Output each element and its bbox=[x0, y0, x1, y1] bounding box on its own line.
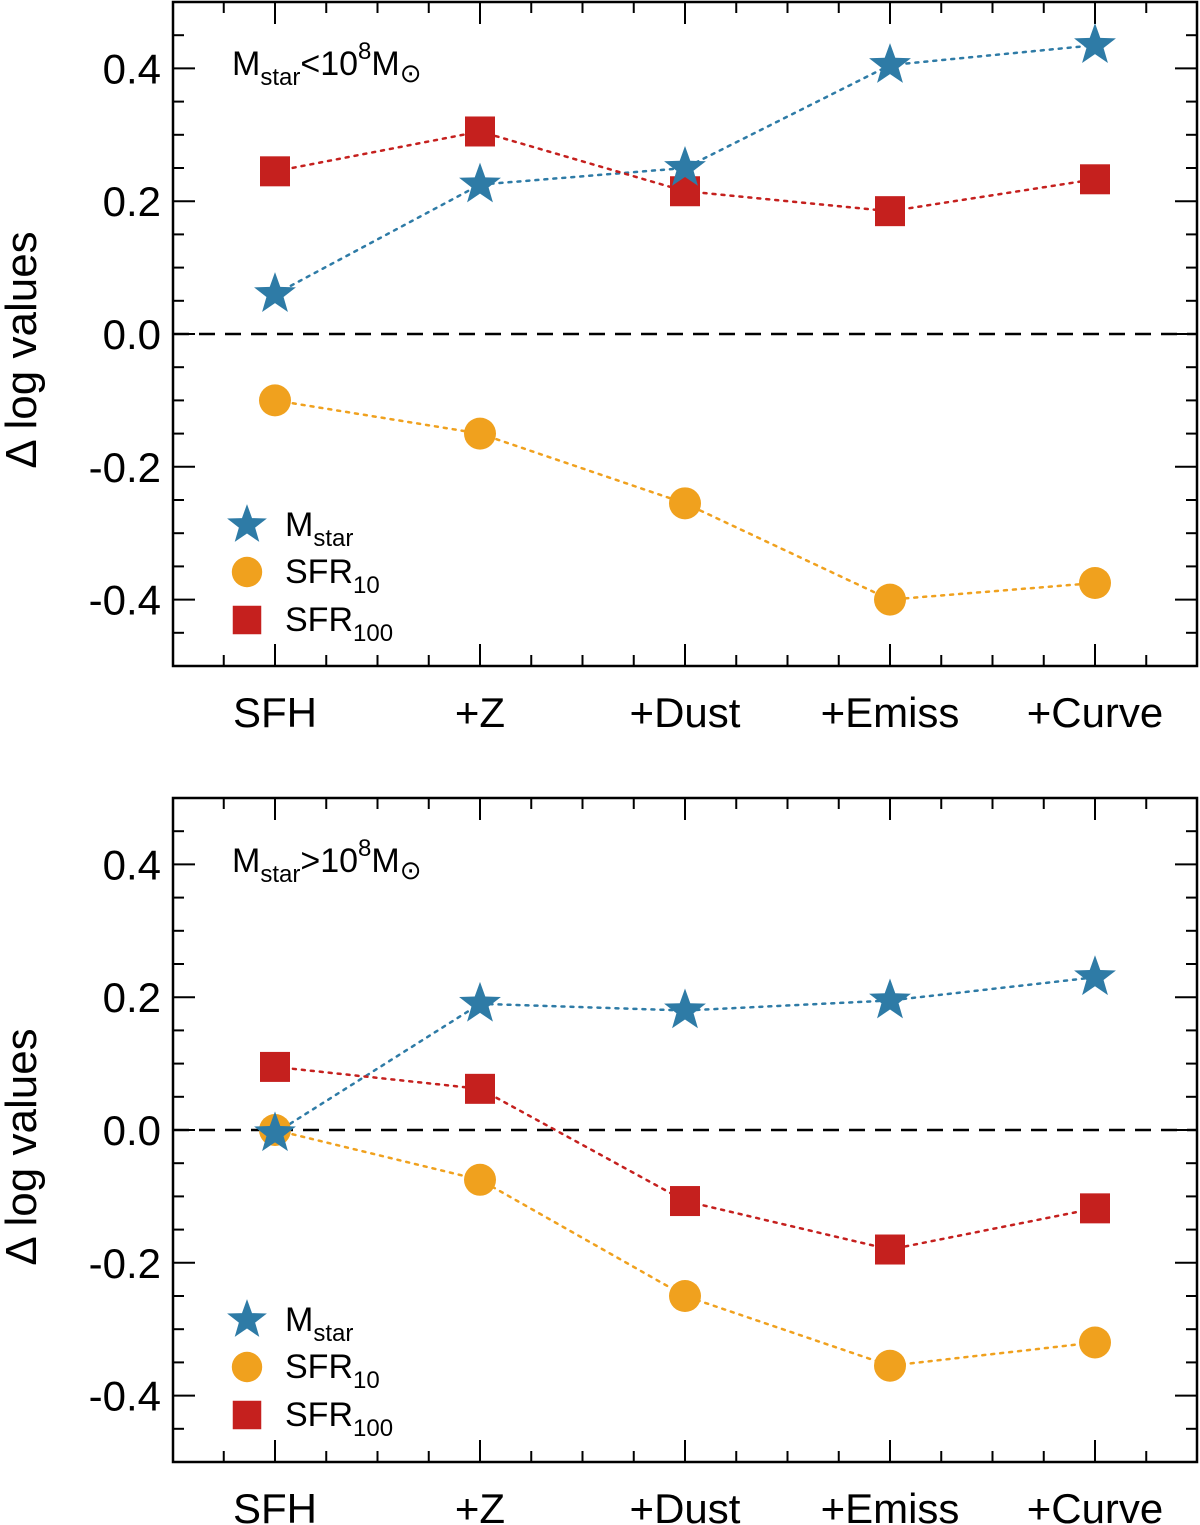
annotation-exp: 8 bbox=[358, 38, 371, 65]
y-tick-label: 0.0 bbox=[103, 1107, 161, 1154]
legend-label-sub: 10 bbox=[353, 1367, 380, 1394]
y-tick-label: -0.4 bbox=[89, 577, 161, 624]
data-point-mstar bbox=[869, 43, 911, 83]
y-tick-label: 0.4 bbox=[103, 841, 161, 888]
data-point-sfr100 bbox=[1080, 1193, 1110, 1224]
data-point-sfr100 bbox=[260, 156, 290, 187]
annotation-unit: M bbox=[371, 842, 399, 880]
y-axis-title: Δ log values bbox=[0, 231, 46, 468]
x-tick-label: +Curve bbox=[1027, 1485, 1164, 1525]
annotation-base: M bbox=[232, 45, 260, 83]
data-point-sfr10 bbox=[874, 583, 906, 616]
legend-marker-star bbox=[227, 1299, 267, 1337]
data-point-mstar bbox=[1074, 23, 1116, 63]
data-point-sfr10 bbox=[464, 1163, 496, 1196]
data-point-sfr100 bbox=[875, 196, 905, 227]
annotation-sub: star bbox=[260, 861, 300, 888]
data-point-sfr10 bbox=[1079, 567, 1111, 599]
legend-label: SFR100 bbox=[285, 601, 393, 647]
legend-marker-star bbox=[227, 504, 267, 542]
legend-label-base: SFR bbox=[285, 1348, 353, 1386]
series-line-sfr10 bbox=[273, 1128, 1097, 1367]
annotation-sun: ⊙ bbox=[400, 58, 422, 88]
data-point-sfr10 bbox=[669, 487, 701, 520]
x-tick-label: +Dust bbox=[630, 1485, 741, 1525]
data-point-sfr10 bbox=[259, 384, 291, 417]
legend-label-base: SFR bbox=[285, 1396, 353, 1434]
y-tick-label: 0.4 bbox=[103, 45, 161, 92]
data-point-sfr10 bbox=[669, 1280, 701, 1312]
series-line-mstar bbox=[273, 43, 1097, 296]
legend-label: Mstar bbox=[285, 1301, 353, 1347]
series-line-mstar bbox=[273, 976, 1097, 1135]
data-point-sfr10 bbox=[874, 1349, 906, 1382]
data-point-mstar bbox=[664, 988, 706, 1029]
data-point-sfr100 bbox=[260, 1051, 290, 1082]
legend-label-sub: 100 bbox=[353, 1415, 393, 1442]
legend-marker-circle bbox=[231, 1351, 263, 1383]
data-point-mstar bbox=[459, 162, 501, 203]
legend-marker-circle bbox=[231, 556, 263, 588]
data-point-sfr100 bbox=[670, 1186, 700, 1217]
y-tick-label: 0.2 bbox=[103, 178, 161, 225]
chart-panel-2: -0.4 -0.2 0.0 0.2 0.4 SFH +Z +Dust +Emiss +Curve Δ… bbox=[0, 796, 1199, 1525]
data-point-mstar bbox=[254, 272, 296, 312]
data-point-sfr100 bbox=[465, 1073, 495, 1104]
series-line-sfr100 bbox=[273, 1065, 1097, 1251]
x-tick-label: +Z bbox=[455, 1485, 505, 1525]
data-point-sfr100 bbox=[1080, 164, 1110, 195]
y-tick-label: -0.2 bbox=[89, 444, 161, 491]
annotation-op: <10 bbox=[300, 45, 358, 83]
data-point-sfr100 bbox=[875, 1234, 905, 1265]
x-tick-label: +Dust bbox=[630, 689, 741, 736]
legend-label-sub: star bbox=[313, 1320, 353, 1347]
y-tick-label: -0.4 bbox=[89, 1373, 161, 1420]
legend-label-base: SFR bbox=[285, 601, 353, 639]
annotation-op: >10 bbox=[300, 842, 358, 880]
y-tick-label: -0.2 bbox=[89, 1240, 161, 1287]
x-tick-label: +Z bbox=[455, 689, 505, 736]
legend-label: SFR10 bbox=[285, 1348, 380, 1394]
legend-label-sub: 100 bbox=[353, 620, 393, 647]
legend-label-base: SFR bbox=[285, 553, 353, 591]
x-tick-label: +Emiss bbox=[821, 689, 960, 736]
panel-annotation: Mstar<108M⊙ bbox=[232, 38, 422, 91]
chart-panel-1: -0.4 -0.2 0.0 0.2 0.4 SFH +Z +Dust +Emiss +Curve Δ… bbox=[0, 0, 1199, 736]
x-tick-label: +Curve bbox=[1027, 689, 1164, 736]
legend-label: SFR10 bbox=[285, 553, 380, 599]
legend-marker-square bbox=[232, 605, 262, 635]
legend-label-base: M bbox=[285, 1301, 313, 1339]
panel-annotation: Mstar>108M⊙ bbox=[232, 835, 422, 888]
x-tick-label: +Emiss bbox=[821, 1485, 960, 1525]
x-tick-label: SFH bbox=[233, 689, 317, 736]
annotation-sub: star bbox=[260, 64, 300, 91]
data-point-mstar bbox=[1074, 955, 1116, 996]
data-point-sfr10 bbox=[464, 417, 496, 450]
legend-label-sub: 10 bbox=[353, 572, 380, 599]
data-point-mstar bbox=[664, 146, 706, 186]
annotation-sun: ⊙ bbox=[400, 855, 422, 885]
legend-label: SFR100 bbox=[285, 1396, 393, 1442]
data-point-sfr100 bbox=[465, 116, 495, 147]
data-point-mstar bbox=[254, 1111, 296, 1152]
legend-label: Mstar bbox=[285, 506, 353, 552]
data-point-sfr10 bbox=[1079, 1326, 1111, 1359]
annotation-base: M bbox=[232, 842, 260, 880]
legend-label-sub: star bbox=[313, 525, 353, 552]
y-tick-label: 0.0 bbox=[103, 311, 161, 358]
y-axis-title: Δ log values bbox=[0, 1028, 46, 1265]
data-point-mstar bbox=[869, 978, 911, 1019]
annotation-unit: M bbox=[371, 45, 399, 83]
y-tick-label: 0.2 bbox=[103, 974, 161, 1021]
annotation-exp: 8 bbox=[358, 835, 371, 862]
legend-marker-square bbox=[232, 1400, 262, 1430]
legend-label-base: M bbox=[285, 506, 313, 544]
x-tick-label: SFH bbox=[233, 1485, 317, 1525]
data-point-mstar bbox=[459, 981, 501, 1022]
